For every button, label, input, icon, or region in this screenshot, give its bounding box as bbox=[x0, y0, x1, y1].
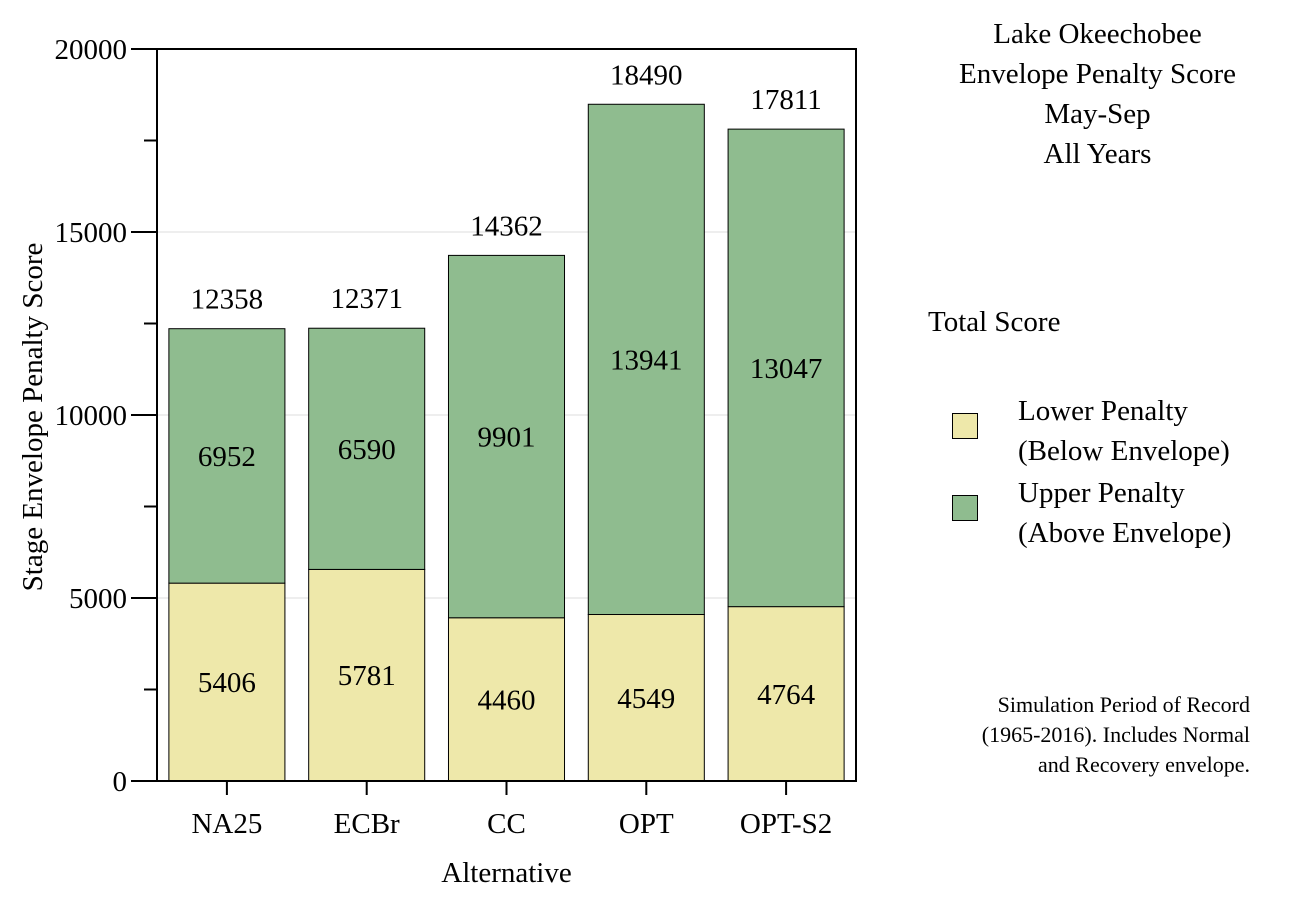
y-tick-label-0: 0 bbox=[113, 766, 128, 798]
bar-label-NA25-series-0: 5406 bbox=[198, 667, 256, 699]
x-tick-label-CC: CC bbox=[487, 808, 526, 840]
title-line-2: Envelope Penalty Score bbox=[958, 58, 1237, 90]
data-labels: 5406 6952 12358 5781 6590 12371 4460 9901 14362 4… bbox=[191, 59, 823, 716]
total-label-NA25: 12358 bbox=[191, 284, 264, 316]
y-tick-label-5000: 5000 bbox=[69, 583, 127, 615]
bar-ECBr-series-0 bbox=[308, 568, 426, 782]
legend-swatch-upper bbox=[952, 495, 978, 521]
bar-label-CC-series-1: 9901 bbox=[478, 422, 536, 454]
bar-OPT-series-1 bbox=[587, 103, 705, 616]
bar-label-OPT-S2-series-0: 4764 bbox=[757, 679, 816, 711]
bar-label-ECBr-series-1: 6590 bbox=[338, 434, 396, 466]
footnote: Simulation Period of Record (1965-2016).… bbox=[981, 692, 1250, 777]
y-tick-label-15000: 15000 bbox=[55, 217, 128, 249]
bar-label-OPT-series-1: 13941 bbox=[610, 344, 683, 376]
bar-NA25-series-1 bbox=[168, 328, 286, 584]
x-axis-label: Alternative bbox=[441, 857, 571, 889]
bar-label-NA25-series-1: 6952 bbox=[198, 441, 256, 473]
title-line-1: Lake Okeechobee bbox=[993, 18, 1202, 50]
y-tick-label-20000: 20000 bbox=[55, 34, 128, 66]
y-tick-label-10000: 10000 bbox=[55, 400, 128, 432]
legend-title: Total Score bbox=[928, 306, 1061, 338]
bar-OPT-S2-series-1 bbox=[727, 128, 845, 608]
chart-title: Lake Okeechobee Envelope Penalty Score M… bbox=[900, 14, 1295, 174]
bar-NA25-series-0 bbox=[168, 582, 286, 782]
bar-label-ECBr-series-0: 5781 bbox=[338, 660, 396, 692]
bar-OPT-series-0 bbox=[587, 614, 705, 782]
legend-label-lower: Lower Penalty (Below Envelope) bbox=[1018, 395, 1230, 467]
total-label-OPT: 18490 bbox=[610, 59, 683, 91]
title-line-3: May-Sep bbox=[1044, 98, 1151, 130]
x-tick-label-ECBr: ECBr bbox=[334, 808, 400, 840]
legend-swatch-lower bbox=[952, 413, 978, 439]
y-axis-label: Stage Envelope Penalty Score bbox=[17, 243, 49, 592]
bar-CC-series-1 bbox=[447, 254, 566, 619]
bar-ECBr-series-1 bbox=[308, 327, 426, 570]
x-tick-label-OPT: OPT bbox=[619, 808, 674, 840]
total-label-ECBr: 12371 bbox=[330, 283, 403, 315]
bars bbox=[168, 103, 845, 782]
x-tick-label-NA25: NA25 bbox=[191, 808, 262, 840]
bar-label-OPT-series-0: 4549 bbox=[617, 683, 675, 715]
legend-label-upper: Upper Penalty (Above Envelope) bbox=[1018, 477, 1232, 549]
axes: 0 5000 10000 15000 20000 NA25 ECBr CC OPT OPT-S2 bbox=[55, 34, 833, 840]
bar-label-OPT-S2-series-1: 13047 bbox=[750, 353, 823, 385]
total-label-CC: 14362 bbox=[470, 210, 543, 242]
bar-label-CC-series-0: 4460 bbox=[478, 684, 536, 716]
bar-OPT-S2-series-0 bbox=[727, 606, 845, 782]
total-label-OPT-S2: 17811 bbox=[750, 84, 821, 116]
x-tick-label-OPT-S2: OPT-S2 bbox=[740, 808, 832, 840]
title-line-4: All Years bbox=[1043, 138, 1152, 170]
